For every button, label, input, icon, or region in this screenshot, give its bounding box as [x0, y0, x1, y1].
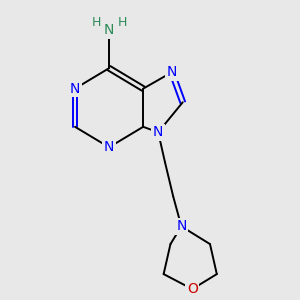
Text: H: H	[91, 16, 101, 29]
Text: H: H	[118, 16, 127, 29]
Text: N: N	[167, 65, 177, 79]
Text: N: N	[104, 23, 114, 37]
Text: N: N	[104, 140, 114, 154]
Text: N: N	[153, 125, 164, 139]
Text: N: N	[176, 219, 187, 233]
Text: O: O	[187, 282, 198, 296]
Text: N: N	[70, 82, 80, 96]
